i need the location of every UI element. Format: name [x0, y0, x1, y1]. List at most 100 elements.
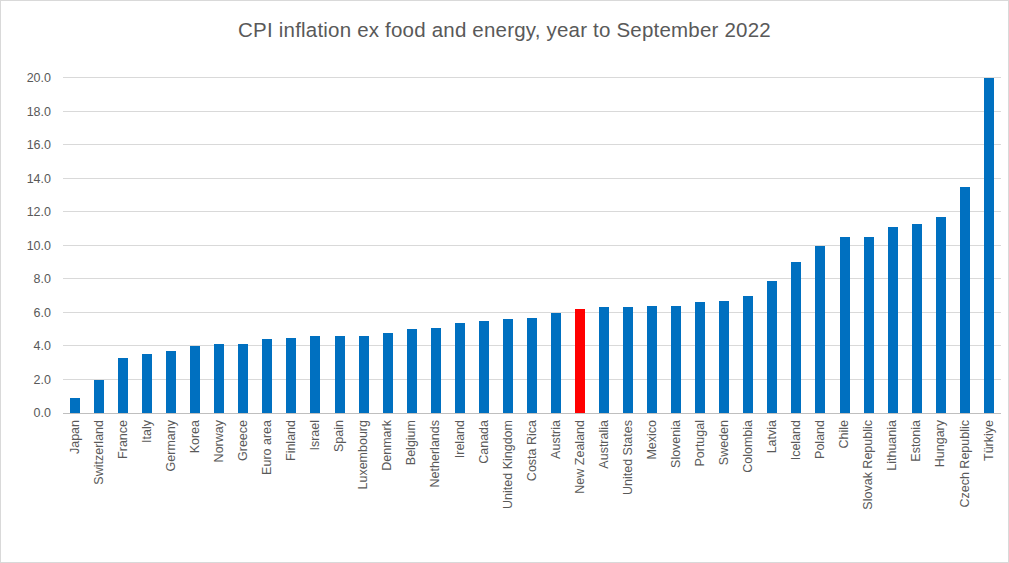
x-label-column: Switzerland	[87, 420, 111, 562]
bar-column	[279, 78, 303, 413]
x-label-column: Israel	[303, 420, 327, 562]
x-label-column: Greece	[231, 420, 255, 562]
x-label-column: Chile	[833, 420, 857, 562]
x-label-euro-area: Euro area	[261, 420, 274, 475]
x-label-türkiye: Türkiye	[983, 420, 996, 461]
bar-column	[544, 78, 568, 413]
x-label-column: Belgium	[400, 420, 424, 562]
x-label-column: Czech Republic	[953, 420, 977, 562]
x-label-column: Japan	[63, 420, 87, 562]
x-label-column: Poland	[808, 420, 832, 562]
x-label-portugal: Portugal	[694, 420, 707, 467]
bar-türkiye	[984, 78, 994, 413]
bar-column	[784, 78, 808, 413]
bar-united-kingdom	[503, 319, 513, 413]
bar-slovenia	[671, 306, 681, 413]
x-label-iceland: Iceland	[790, 420, 803, 460]
bar-japan	[70, 398, 80, 413]
bar-greece	[238, 344, 248, 413]
x-label-column: Costa Rica	[520, 420, 544, 562]
x-label-column: Mexico	[640, 420, 664, 562]
bar-belgium	[407, 329, 417, 413]
bar-column	[857, 78, 881, 413]
x-label-denmark: Denmark	[381, 420, 394, 471]
x-label-column: Türkiye	[977, 420, 1001, 562]
y-tick-label: 10.0	[1, 240, 51, 253]
x-label-italy: Italy	[141, 420, 154, 443]
bar-column	[352, 78, 376, 413]
x-label-israel: Israel	[309, 420, 322, 451]
x-label-column: France	[111, 420, 135, 562]
y-tick-label: 2.0	[1, 374, 51, 387]
bar-lithuania	[888, 227, 898, 413]
bar-column	[736, 78, 760, 413]
x-label-column: Colombia	[736, 420, 760, 562]
chart-title: CPI inflation ex food and energy, year t…	[1, 18, 1008, 42]
bar-column	[328, 78, 352, 413]
x-label-column: Austria	[544, 420, 568, 562]
bar-new-zealand	[575, 309, 585, 413]
bar-column	[496, 78, 520, 413]
x-label-slovenia: Slovenia	[670, 420, 683, 468]
bar-column	[400, 78, 424, 413]
x-label-column: Lithuania	[881, 420, 905, 562]
x-label-colombia: Colombia	[742, 420, 755, 473]
x-label-hungary: Hungary	[934, 420, 947, 467]
bar-column	[135, 78, 159, 413]
bar-column	[808, 78, 832, 413]
x-label-germany: Germany	[165, 420, 178, 471]
bar-estonia	[912, 224, 922, 413]
bar-column	[424, 78, 448, 413]
x-axis-line	[63, 413, 1001, 414]
x-label-czech-republic: Czech Republic	[959, 420, 972, 508]
x-label-column: Sweden	[712, 420, 736, 562]
x-label-column: Finland	[279, 420, 303, 562]
bar-column	[688, 78, 712, 413]
x-axis-category-labels: Japan Switzerland France Italy Germany Korea N…	[63, 420, 1001, 562]
x-label-australia: Australia	[598, 420, 611, 469]
bar-latvia	[767, 281, 777, 413]
bar-column	[63, 78, 87, 413]
bar-finland	[286, 338, 296, 413]
x-label-norway: Norway	[213, 420, 226, 462]
bar-germany	[166, 351, 176, 413]
x-label-spain: Spain	[333, 420, 346, 452]
bar-column	[448, 78, 472, 413]
bar-column	[159, 78, 183, 413]
bar-korea	[190, 346, 200, 413]
x-label-canada: Canada	[478, 420, 491, 464]
x-label-column: Luxembourg	[352, 420, 376, 562]
bar-switzerland	[94, 380, 104, 414]
x-label-japan: Japan	[69, 420, 82, 454]
x-label-column: New Zealand	[568, 420, 592, 562]
x-label-luxembourg: Luxembourg	[357, 420, 370, 490]
x-label-korea: Korea	[189, 420, 202, 453]
bar-iceland	[791, 262, 801, 413]
x-label-belgium: Belgium	[405, 420, 418, 465]
bar-column	[303, 78, 327, 413]
bar-column	[833, 78, 857, 413]
cpi-inflation-bar-chart: CPI inflation ex food and energy, year t…	[0, 0, 1009, 563]
x-label-column: Portugal	[688, 420, 712, 562]
bar-column	[616, 78, 640, 413]
x-label-sweden: Sweden	[718, 420, 731, 465]
x-label-estonia: Estonia	[910, 420, 923, 462]
bar-netherlands	[431, 328, 441, 413]
x-label-united-kingdom: United Kingdom	[502, 420, 515, 509]
bar-luxembourg	[359, 336, 369, 413]
plot-area	[63, 78, 1001, 413]
x-label-costa-rica: Costa Rica	[526, 420, 539, 481]
bar-slovak-republic	[864, 237, 874, 413]
bar-column	[520, 78, 544, 413]
bar-czech-republic	[960, 187, 970, 413]
x-label-switzerland: Switzerland	[93, 420, 106, 485]
bar-column	[905, 78, 929, 413]
y-tick-label: 18.0	[1, 106, 51, 119]
bar-ireland	[455, 323, 465, 413]
bar-column	[592, 78, 616, 413]
bar-united-states	[623, 307, 633, 413]
x-label-greece: Greece	[237, 420, 250, 461]
bar-column	[255, 78, 279, 413]
y-tick-label: 14.0	[1, 173, 51, 186]
x-label-column: Denmark	[376, 420, 400, 562]
